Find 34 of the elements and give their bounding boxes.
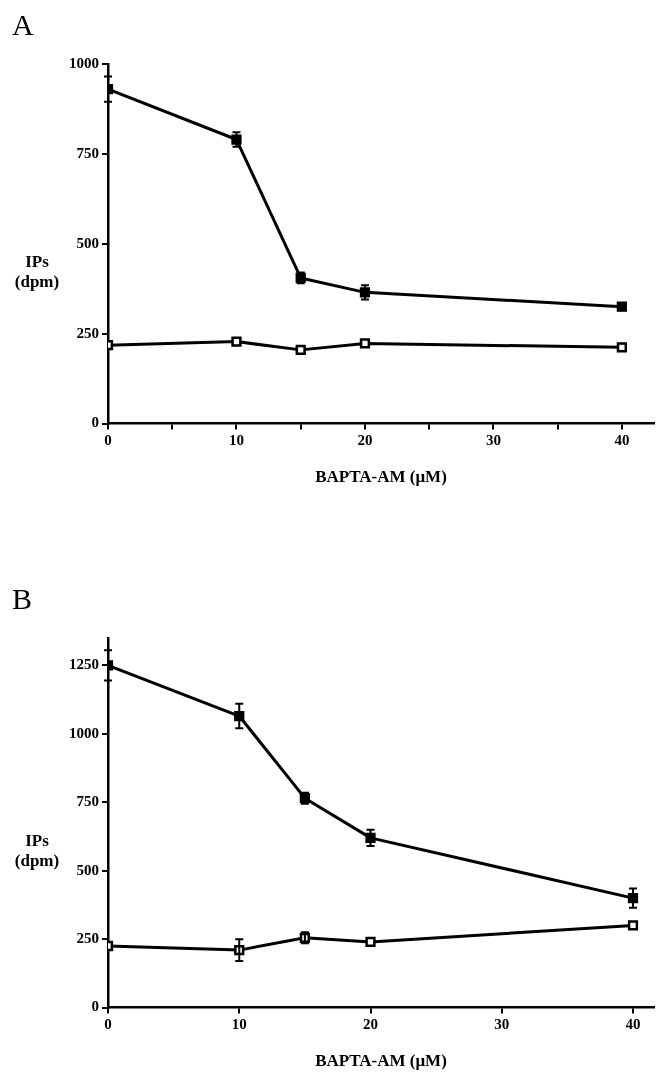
x-tick-label: 30: [494, 1016, 510, 1033]
point: [365, 936, 376, 948]
y-tick-label: 1250: [69, 656, 99, 673]
y-tick-label: 750: [76, 144, 99, 161]
point: [231, 336, 242, 347]
x-tick-label: 20: [363, 1016, 378, 1033]
y-tick-label: 1000: [69, 724, 99, 741]
y-tick-label: 500: [76, 861, 99, 878]
x-axis-title: BAPTA-AM (μM): [315, 467, 447, 487]
x-tick-label: 20: [357, 432, 373, 449]
point: [359, 338, 371, 349]
y-tick-label: 250: [76, 930, 99, 947]
x-tick-label: 10: [231, 1016, 247, 1033]
x-tick-label: 40: [625, 1016, 641, 1033]
point: [616, 342, 628, 353]
chart-title: B: [11, 582, 33, 617]
x-tick-label: 40: [614, 432, 630, 449]
y-axis-title: IPs (dpm): [13, 252, 61, 292]
y-tick-label: 500: [76, 234, 99, 251]
point: [295, 344, 306, 356]
x-tick-label: 0: [104, 1016, 112, 1033]
x-tick-label: 10: [228, 432, 244, 449]
y-tick-label: 0: [91, 998, 99, 1015]
y-tick-label: 250: [76, 324, 99, 341]
y-tick-label: 1000: [69, 54, 99, 71]
y-axis-title: IPs (dpm): [13, 831, 61, 871]
x-tick-label: 30: [485, 432, 501, 449]
point: [627, 920, 639, 931]
x-axis-title: BAPTA-AM (μM): [315, 1051, 447, 1071]
chart-title: A: [11, 8, 35, 43]
y-tick-label: 0: [91, 414, 99, 431]
x-tick-label: 0: [104, 432, 112, 449]
y-tick-label: 750: [76, 793, 99, 810]
point: [365, 832, 376, 843]
